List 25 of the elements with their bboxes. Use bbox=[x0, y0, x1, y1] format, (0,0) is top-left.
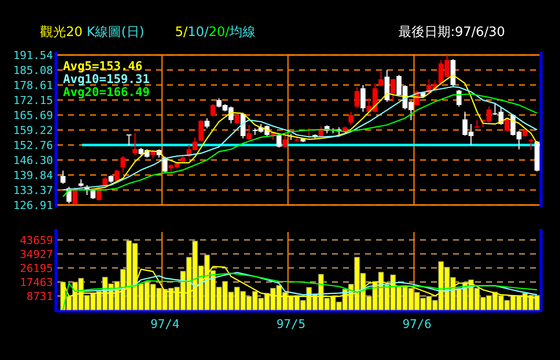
y-tick-label: 126.91 bbox=[13, 199, 53, 212]
y-tick-label: 165.69 bbox=[13, 108, 53, 122]
y-tick-label: 8731 bbox=[26, 290, 53, 303]
x-tick-label: 97/4 bbox=[150, 317, 180, 331]
x-tick-label: 97/6 bbox=[402, 317, 432, 331]
y-tick-label: 172.15 bbox=[13, 94, 53, 107]
y-tick-label: 34927 bbox=[20, 248, 53, 261]
legend: Avg5=153.46 bbox=[63, 59, 142, 73]
y-tick-label: 26195 bbox=[20, 262, 53, 275]
y-tick-label: 43659 bbox=[20, 234, 53, 247]
y-tick-label: 133.37 bbox=[13, 184, 53, 198]
text: 最後日期:97/6/30 bbox=[398, 25, 505, 40]
chart-subtitle: 5/10/20/均線 bbox=[175, 25, 256, 40]
y-tick-label: 185.08 bbox=[13, 64, 53, 77]
legend: Avg20=166.49 bbox=[63, 85, 150, 99]
chart-title: 觀光20 K線圖(日) bbox=[40, 25, 144, 40]
x-tick-label: 97/5 bbox=[276, 317, 306, 331]
y-tick-label: 139.84 bbox=[13, 168, 54, 182]
y-tick-label: 17463 bbox=[20, 276, 53, 289]
y-tick-label: 191.54 bbox=[13, 49, 54, 62]
y-tick-label: 152.76 bbox=[13, 139, 53, 152]
y-tick-label: 146.30 bbox=[13, 154, 53, 167]
legend: Avg10=159.31 bbox=[63, 72, 150, 86]
y-tick-label: 159.22 bbox=[13, 124, 53, 138]
y-tick-label: 178.61 bbox=[13, 79, 53, 92]
